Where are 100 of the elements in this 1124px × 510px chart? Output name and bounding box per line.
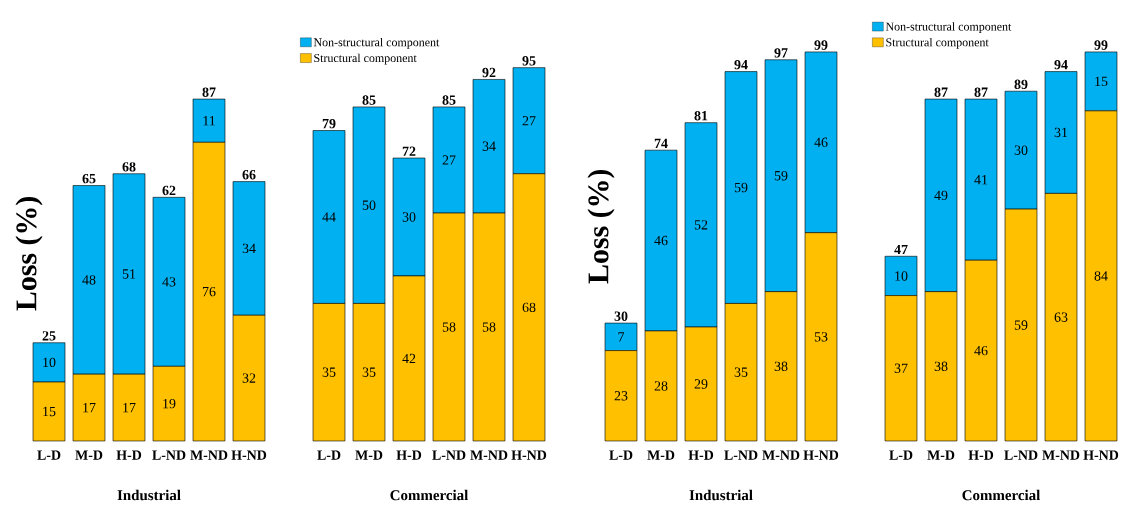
data-label: 49 — [934, 190, 948, 201]
data-label: 76 — [202, 286, 216, 297]
x-tick-label: L-ND — [152, 450, 186, 460]
data-label: 15 — [43, 406, 56, 417]
data-label: 31 — [1054, 127, 1068, 138]
data-label: 68 — [522, 302, 536, 313]
data-label: 29 — [694, 379, 708, 389]
total-label: 74 — [654, 138, 668, 148]
data-label: 53 — [814, 332, 828, 342]
x-tick-label: M-D — [647, 450, 675, 460]
data-label: 34 — [482, 141, 496, 151]
x-tick-label: M-D — [355, 450, 383, 460]
legend-label: Non-structural component — [313, 37, 440, 49]
y-axis-title: Loss (%) — [587, 169, 615, 284]
x-tick-label: H-D — [396, 450, 422, 460]
legend-label: Structural component — [886, 37, 989, 49]
data-label: 27 — [522, 116, 536, 126]
x-tick-label: M-D — [927, 450, 955, 460]
data-label: 43 — [162, 277, 176, 287]
x-tick-label: H-ND — [231, 450, 267, 460]
data-label: 30 — [402, 212, 416, 222]
total-label: 47 — [894, 244, 908, 255]
x-tick-label: L-D — [889, 450, 913, 460]
total-label: 72 — [402, 146, 416, 156]
total-label: 85 — [442, 95, 456, 105]
data-label: 11 — [203, 116, 215, 126]
data-label: 27 — [442, 155, 456, 165]
x-tick-label: L-D — [609, 450, 633, 460]
total-label: 81 — [694, 111, 708, 121]
total-label: 89 — [1014, 79, 1028, 90]
x-tick-label: H-ND — [511, 450, 547, 460]
x-tick-label: H-ND — [1083, 450, 1119, 460]
total-label: 99 — [814, 40, 828, 50]
data-label: 46 — [654, 235, 668, 246]
total-label: 99 — [1094, 40, 1108, 50]
data-label: 58 — [482, 322, 496, 332]
data-label: 35 — [322, 367, 336, 377]
data-label: 35 — [362, 367, 376, 377]
total-label: 97 — [774, 48, 788, 58]
data-label: 30 — [1014, 145, 1028, 155]
total-label: 87 — [934, 87, 948, 97]
x-tick-label: L-ND — [1004, 450, 1038, 460]
x-tick-label: M-D — [75, 450, 103, 460]
x-axis-title: Industrial — [689, 489, 753, 501]
data-label: 59 — [1014, 320, 1028, 330]
data-label: 35 — [734, 367, 748, 377]
total-label: 85 — [362, 95, 376, 105]
data-label: 17 — [83, 402, 96, 413]
data-label: 58 — [442, 322, 456, 332]
data-label: 46 — [974, 345, 988, 356]
x-axis-title: Commercial — [390, 489, 469, 501]
total-label: 95 — [522, 56, 536, 66]
data-label: 34 — [242, 243, 256, 254]
data-label: 32 — [242, 373, 256, 383]
data-label: 63 — [1054, 312, 1068, 322]
data-label: 28 — [654, 381, 668, 391]
total-label: 94 — [1054, 60, 1068, 70]
data-label: 38 — [934, 361, 948, 372]
data-label: 42 — [402, 353, 416, 364]
x-tick-label: H-D — [968, 450, 994, 460]
total-label: 94 — [734, 60, 748, 70]
total-label: 92 — [482, 67, 496, 78]
y-axis-title: Loss (%) — [15, 197, 43, 311]
data-label: 38 — [774, 361, 788, 372]
total-label: 25 — [42, 331, 56, 341]
data-label: 52 — [694, 220, 708, 230]
data-label: 51 — [122, 269, 136, 279]
total-label: 62 — [162, 185, 176, 196]
x-tick-label: M-ND — [1042, 450, 1080, 460]
legend-label: Non-structural component — [885, 22, 1012, 34]
x-tick-label: H-D — [688, 450, 714, 460]
data-label: 10 — [895, 271, 908, 281]
x-tick-label: L-D — [37, 450, 61, 460]
x-tick-label: H-ND — [803, 450, 839, 460]
data-label: 44 — [322, 212, 336, 222]
total-label: 87 — [202, 87, 216, 97]
data-label: 48 — [82, 275, 96, 285]
data-label: 7 — [618, 332, 625, 342]
total-label: 66 — [242, 170, 256, 180]
x-tick-label: L-ND — [724, 450, 758, 460]
data-label: 15 — [1095, 76, 1108, 87]
total-label: 79 — [322, 118, 336, 129]
x-tick-label: L-D — [317, 450, 341, 460]
total-label: 65 — [82, 173, 96, 184]
legend-label: Structural component — [314, 53, 417, 65]
data-label: 19 — [163, 398, 176, 409]
x-axis-title: Industrial — [117, 489, 181, 501]
x-tick-label: H-D — [116, 450, 142, 460]
data-label: 59 — [774, 171, 788, 181]
x-tick-label: L-ND — [432, 450, 466, 460]
data-label: 41 — [974, 175, 988, 185]
x-tick-label: M-ND — [762, 450, 800, 460]
x-tick-label: M-ND — [190, 450, 228, 460]
data-label: 84 — [1094, 271, 1108, 281]
data-label: 10 — [43, 357, 56, 368]
data-label: 37 — [894, 363, 908, 373]
total-label: 30 — [614, 311, 628, 321]
data-label: 50 — [362, 200, 376, 210]
data-label: 59 — [734, 182, 748, 193]
x-axis-title: Commercial — [962, 489, 1041, 501]
